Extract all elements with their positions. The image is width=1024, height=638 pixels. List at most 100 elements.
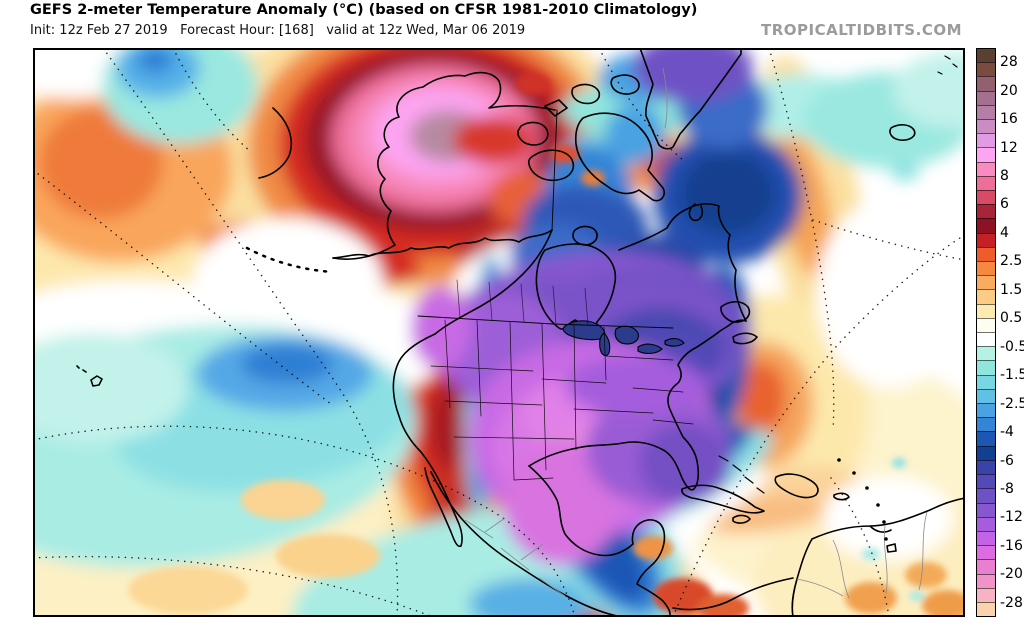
- colorbar-segment: [977, 218, 995, 233]
- colorbar-segment: [977, 403, 995, 418]
- state-borders: [430, 319, 694, 481]
- alaska-yukon-border: [551, 109, 558, 231]
- colorbar-segment: [977, 516, 995, 531]
- colorbar-label: -8: [1000, 480, 1014, 497]
- political-borders: [417, 109, 694, 481]
- bahamas: [718, 455, 765, 494]
- gulf-east-coast: [528, 319, 747, 491]
- colorbar-label: 28: [1000, 54, 1018, 71]
- chukotka-coast: [258, 107, 293, 179]
- watermark-text: TROPICALTIDBITS.COM: [761, 21, 962, 39]
- newfoundland: [720, 300, 751, 323]
- colorbar-segment: [977, 175, 995, 191]
- colorbar-label: -16: [1000, 537, 1023, 554]
- colorbar-segment: [977, 232, 995, 247]
- colorbar-label: 16: [1000, 111, 1018, 128]
- banks-island: [517, 121, 549, 146]
- colorbar-segment: [977, 104, 995, 120]
- aleutians: [245, 246, 335, 274]
- labrador-coast: [618, 203, 747, 322]
- graticule: [33, 48, 965, 617]
- hispaniola: [774, 473, 819, 499]
- anomaly-map: [33, 48, 965, 617]
- map-frame: [33, 48, 965, 617]
- colorbar-segment: [977, 388, 995, 404]
- small-north-islands: [937, 55, 958, 75]
- us-canada-border: [417, 315, 674, 329]
- colorbar-label: 4: [1000, 224, 1009, 241]
- colorbar-label: 20: [1000, 82, 1018, 99]
- baffin-island: [574, 112, 666, 202]
- southampton-island: [572, 225, 598, 246]
- colorbar-segment: [977, 62, 995, 77]
- victoria-island: [527, 149, 575, 182]
- colorbar-segment: [977, 275, 995, 290]
- colorbar-segment: [977, 530, 995, 546]
- mexico-west-coast: [430, 471, 630, 617]
- colorbar-segment: [977, 303, 995, 318]
- colorbar-label: 0.5: [1000, 310, 1023, 327]
- colorbar-segment: [977, 289, 995, 304]
- colorbar-segment: [977, 374, 995, 389]
- colorbar-segment: [977, 49, 995, 63]
- colorbar-segment: [977, 76, 995, 91]
- arctic-islands: [544, 74, 640, 117]
- iceland: [889, 124, 916, 141]
- colorbar-segment: [977, 417, 995, 432]
- colorbar-labels: 28 20 16 12 8 6 4 2.5 1.5 0.5 -0.5 -1.5 -2.5 -4 -6 -8 -1…: [1000, 48, 1024, 617]
- colorbar-segment: [977, 332, 995, 347]
- anomaly-field: [33, 48, 965, 617]
- trinidad: [886, 543, 897, 553]
- colorbar-segment: [977, 488, 995, 503]
- colorbar-segment: [977, 587, 995, 602]
- province-borders: [456, 279, 589, 326]
- colorbar-segment: [977, 261, 995, 276]
- colorbar-label: 1.5: [1000, 281, 1023, 298]
- colorbar-label: -6: [1000, 452, 1014, 469]
- colorbar-segment: [977, 190, 995, 205]
- colorbar-label: 6: [1000, 196, 1009, 213]
- colorbar-segment: [977, 601, 995, 617]
- anomaly-accents: [128, 73, 965, 617]
- colorbar-label: -28: [1000, 594, 1023, 611]
- colorbar-label: -0.5: [1000, 338, 1024, 355]
- jamaica: [732, 514, 751, 524]
- colorbar-label: -2.5: [1000, 395, 1024, 412]
- puerto-rico: [833, 492, 850, 501]
- colorbar-segment: [977, 317, 995, 333]
- colorbar-segment: [977, 119, 995, 134]
- colorbar-segment: [977, 161, 995, 176]
- ungava-bay: [688, 203, 704, 222]
- colorbar-label: 2.5: [1000, 253, 1023, 270]
- colorbar-label: 8: [1000, 168, 1009, 185]
- colorbar-segment: [977, 431, 995, 446]
- country-borders-gray: [464, 67, 928, 599]
- page-title: GEFS 2-meter Temperature Anomaly (°C) (b…: [30, 2, 698, 18]
- colorbar-label: -1.5: [1000, 367, 1024, 384]
- hawaii: [76, 365, 103, 387]
- colorbar-segment: [977, 545, 995, 560]
- colorbar-label: 12: [1000, 139, 1018, 156]
- colorbar-label: -20: [1000, 566, 1023, 583]
- colorbar-segment: [977, 147, 995, 162]
- colorbar: [976, 48, 996, 617]
- alaska-coast: [332, 71, 556, 260]
- colorbar-segment: [977, 559, 995, 574]
- cuba: [681, 484, 765, 514]
- coastlines: [76, 48, 965, 617]
- colorbar-segment: [977, 459, 995, 475]
- alaska-south-coast: [332, 229, 553, 259]
- colorbar-segment: [977, 246, 995, 262]
- colorbar-label: -12: [1000, 509, 1023, 526]
- init-forecast-line: Init: 12z Feb 27 2019 Forecast Hour: [16…: [30, 23, 526, 38]
- colorbar-segment: [977, 346, 995, 361]
- colorbar-segment: [977, 474, 995, 489]
- colorbar-segment: [977, 573, 995, 588]
- colorbar-segment: [977, 90, 995, 105]
- nova-scotia: [732, 332, 758, 345]
- gulf-yucatan-coast: [528, 465, 671, 617]
- lesser-antilles: [837, 458, 888, 541]
- colorbar-segment: [977, 360, 995, 375]
- colorbar-segment: [977, 445, 995, 460]
